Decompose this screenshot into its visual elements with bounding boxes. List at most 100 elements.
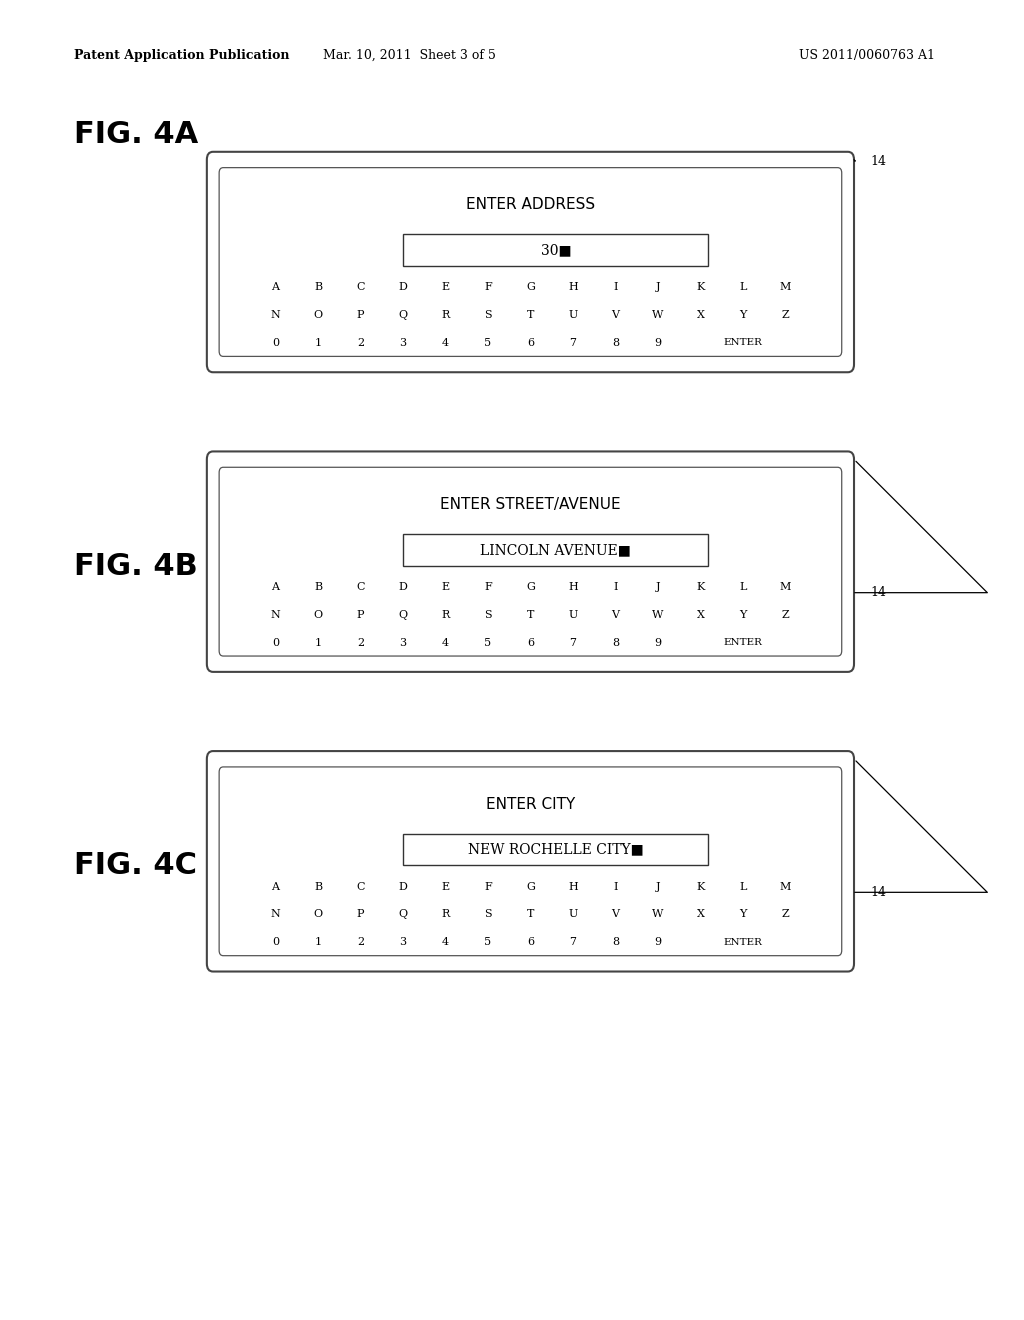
Text: 6: 6 (527, 638, 534, 648)
Bar (254, 902, 297, 928)
Text: F: F (484, 582, 492, 593)
Text: 8: 8 (612, 937, 618, 948)
Bar (594, 902, 637, 928)
Text: B: B (314, 882, 323, 892)
Text: T: T (526, 909, 535, 920)
FancyBboxPatch shape (207, 451, 854, 672)
Bar (467, 302, 509, 329)
Bar (552, 330, 594, 356)
Text: 7: 7 (569, 338, 577, 348)
Bar (424, 574, 467, 601)
Text: Q: Q (398, 610, 408, 620)
Text: V: V (611, 310, 620, 321)
Bar (552, 630, 594, 656)
Text: 8: 8 (612, 638, 618, 648)
Text: N: N (270, 310, 281, 321)
Bar (254, 574, 297, 601)
Bar (339, 602, 382, 628)
Bar (403, 535, 709, 566)
Bar (254, 602, 297, 628)
Text: A: A (271, 582, 280, 593)
Bar (764, 902, 807, 928)
Bar (764, 574, 807, 601)
Bar (722, 302, 764, 329)
Text: ENTER: ENTER (723, 338, 762, 347)
Text: X: X (696, 310, 705, 321)
Bar (467, 602, 509, 628)
Bar (637, 630, 679, 656)
Bar (297, 602, 339, 628)
Bar (509, 874, 552, 900)
Text: Z: Z (781, 909, 790, 920)
Bar (254, 275, 297, 301)
Text: 1: 1 (314, 638, 322, 648)
Text: P: P (356, 909, 365, 920)
Bar (339, 302, 382, 329)
Text: V: V (611, 610, 620, 620)
Text: 8: 8 (612, 338, 618, 348)
Text: P: P (356, 310, 365, 321)
Text: 3: 3 (399, 937, 407, 948)
Text: Q: Q (398, 310, 408, 321)
Bar (254, 874, 297, 900)
Text: R: R (441, 909, 450, 920)
Text: O: O (313, 310, 323, 321)
Bar (679, 330, 807, 356)
Bar (297, 630, 339, 656)
Text: B: B (314, 582, 323, 593)
Bar (594, 275, 637, 301)
Text: P: P (356, 610, 365, 620)
Bar (637, 275, 679, 301)
Text: FIG. 4A: FIG. 4A (74, 120, 198, 149)
Text: K: K (696, 882, 705, 892)
Bar (552, 929, 594, 956)
Bar (467, 902, 509, 928)
Bar (339, 330, 382, 356)
Text: F: F (484, 282, 492, 293)
Text: 1: 1 (314, 338, 322, 348)
Bar (424, 330, 467, 356)
Text: R: R (441, 310, 450, 321)
Text: LINCOLN AVENUE■: LINCOLN AVENUE■ (480, 543, 631, 557)
Bar (467, 574, 509, 601)
Text: Mar. 10, 2011  Sheet 3 of 5: Mar. 10, 2011 Sheet 3 of 5 (324, 49, 496, 62)
Bar (254, 330, 297, 356)
Bar (424, 602, 467, 628)
Text: C: C (356, 582, 365, 593)
Text: M: M (779, 582, 792, 593)
Text: 6: 6 (527, 937, 534, 948)
Text: 3: 3 (399, 338, 407, 348)
Bar (382, 630, 424, 656)
Text: H: H (568, 882, 578, 892)
Text: X: X (696, 610, 705, 620)
Text: N: N (270, 909, 281, 920)
Text: U: U (568, 610, 578, 620)
Bar (509, 602, 552, 628)
Text: 5: 5 (484, 638, 492, 648)
Text: 6: 6 (527, 338, 534, 348)
Text: ENTER ADDRESS: ENTER ADDRESS (466, 197, 595, 213)
Text: U: U (568, 310, 578, 321)
Bar (679, 602, 722, 628)
Text: 14: 14 (870, 886, 887, 899)
Text: ENTER: ENTER (723, 638, 762, 647)
Bar (637, 902, 679, 928)
Text: 5: 5 (484, 937, 492, 948)
Bar (594, 574, 637, 601)
Bar (297, 275, 339, 301)
Text: J: J (655, 582, 660, 593)
Text: 0: 0 (272, 937, 280, 948)
Text: FIG. 4C: FIG. 4C (74, 851, 197, 880)
Bar (552, 874, 594, 900)
Text: C: C (356, 282, 365, 293)
Text: Y: Y (739, 909, 746, 920)
Text: A: A (271, 282, 280, 293)
Bar (594, 602, 637, 628)
Bar (679, 929, 807, 956)
Text: X: X (696, 909, 705, 920)
Bar (339, 902, 382, 928)
Bar (679, 630, 807, 656)
Bar (552, 574, 594, 601)
Text: 4: 4 (442, 937, 449, 948)
Text: W: W (652, 909, 664, 920)
